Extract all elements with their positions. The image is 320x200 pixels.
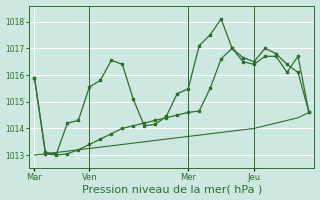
X-axis label: Pression niveau de la mer( hPa ): Pression niveau de la mer( hPa )	[82, 184, 262, 194]
